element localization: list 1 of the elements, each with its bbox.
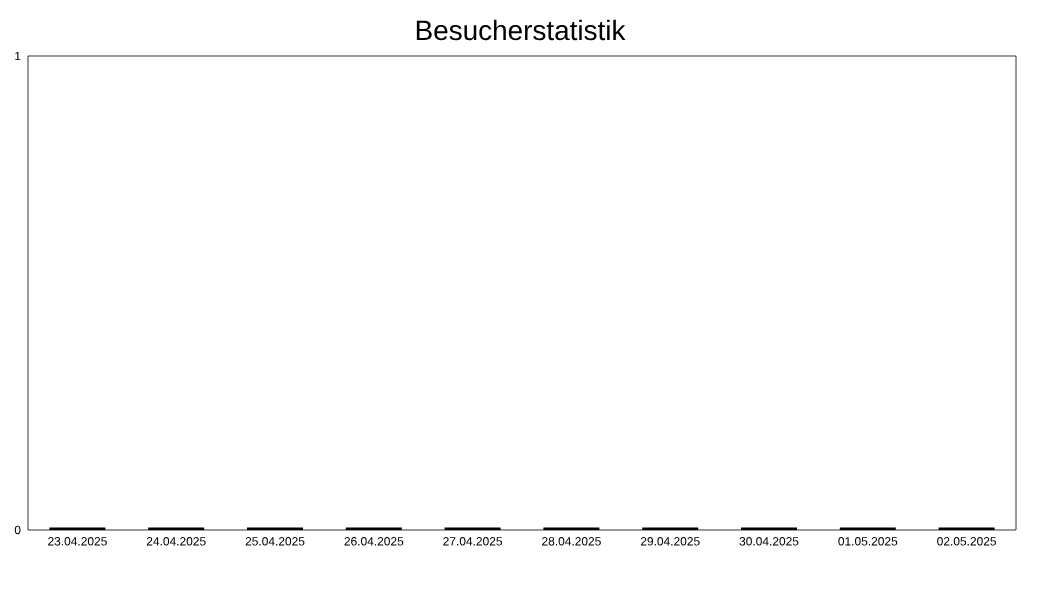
chart-title: Besucherstatistik [416, 19, 626, 41]
